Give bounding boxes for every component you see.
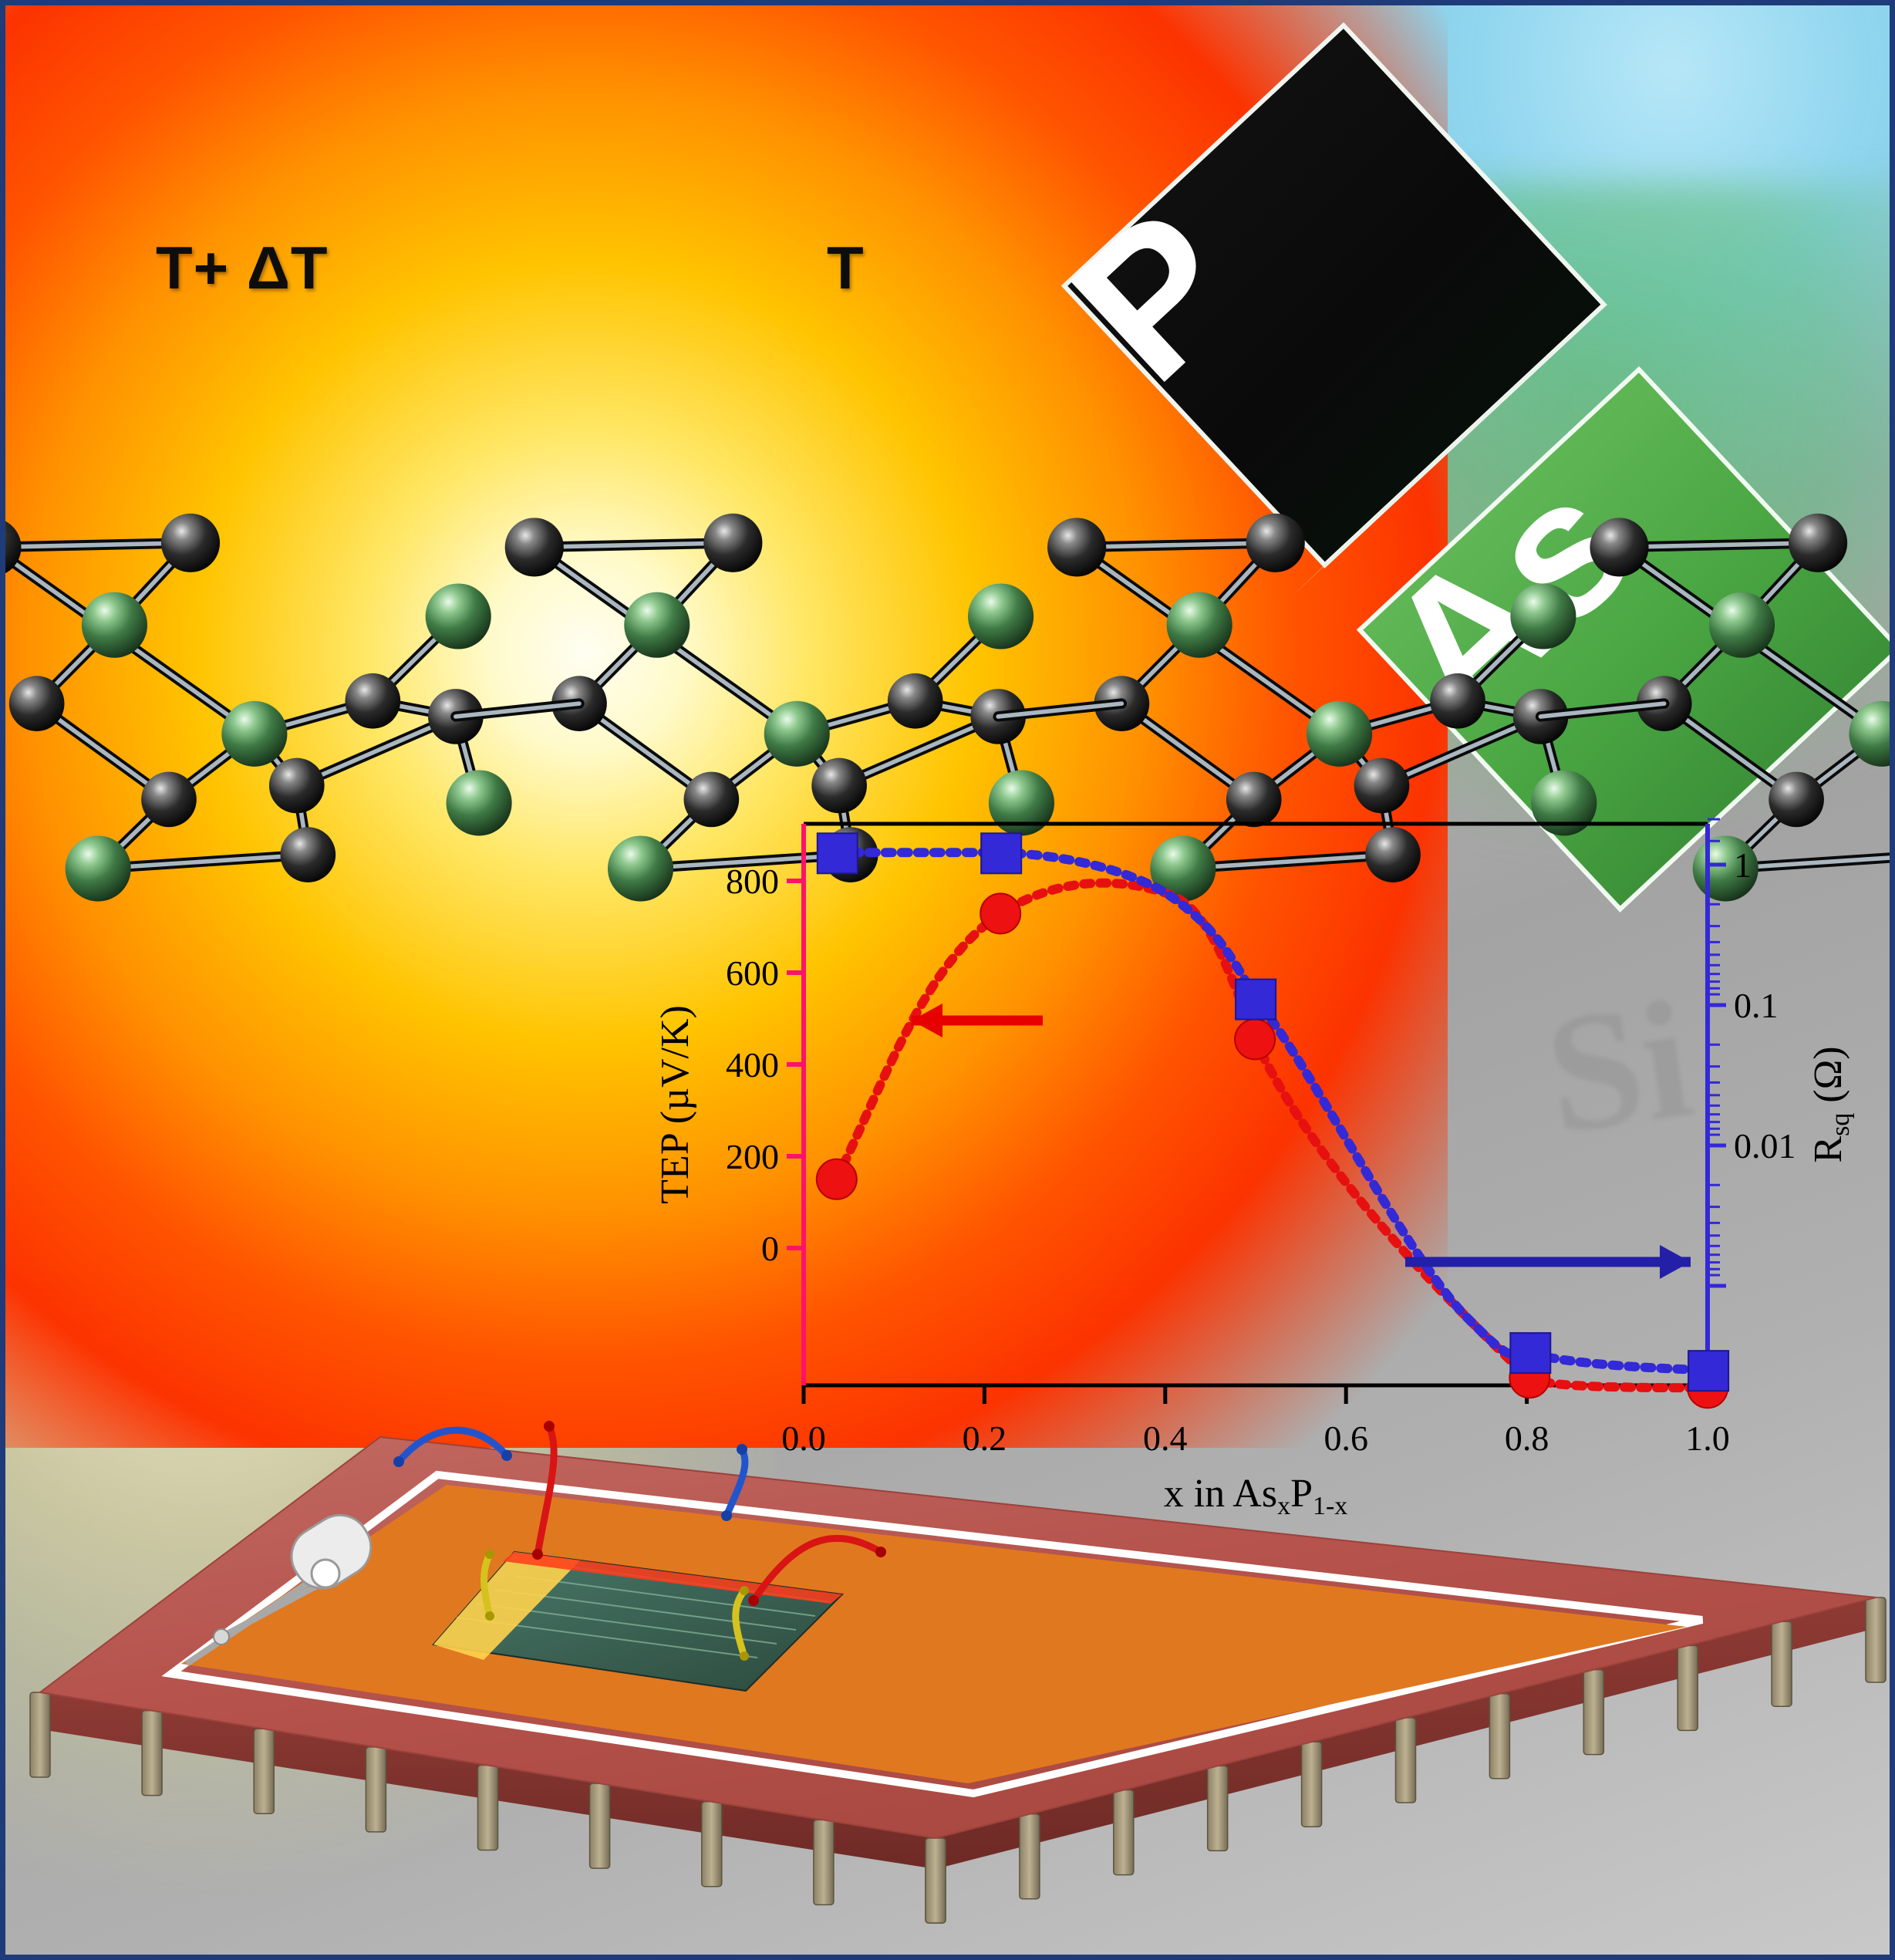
svg-text:0.0: 0.0 bbox=[781, 1419, 826, 1458]
svg-text:1: 1 bbox=[1734, 845, 1752, 885]
svg-text:1.0: 1.0 bbox=[1685, 1419, 1730, 1458]
svg-text:600: 600 bbox=[726, 953, 779, 993]
svg-text:200: 200 bbox=[726, 1137, 779, 1176]
svg-text:0.1: 0.1 bbox=[1734, 986, 1779, 1025]
svg-text:TEP (µV/K): TEP (µV/K) bbox=[653, 1005, 697, 1204]
svg-text:0.4: 0.4 bbox=[1143, 1419, 1188, 1458]
svg-text:0.8: 0.8 bbox=[1505, 1419, 1549, 1458]
svg-text:0.2: 0.2 bbox=[963, 1419, 1007, 1458]
svg-text:0.6: 0.6 bbox=[1323, 1419, 1368, 1458]
svg-text:0: 0 bbox=[761, 1229, 779, 1268]
svg-text:Rsq (Ω): Rsq (Ω) bbox=[1806, 1046, 1855, 1162]
svg-text:800: 800 bbox=[726, 862, 779, 901]
svg-text:0.01: 0.01 bbox=[1734, 1126, 1796, 1166]
svg-text:400: 400 bbox=[726, 1045, 779, 1085]
